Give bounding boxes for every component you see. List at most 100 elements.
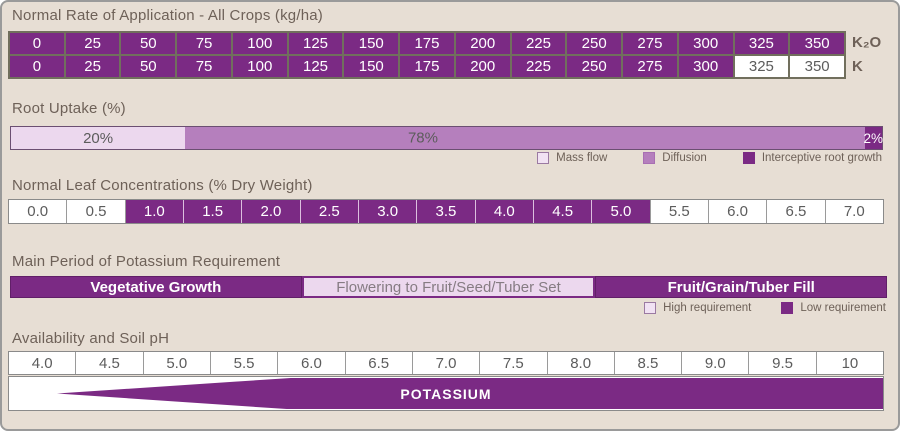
ph-cell: 5.5 [209,352,278,374]
row-label-k2o: K₂O [852,34,882,51]
period-segment: Flowering to Fruit/Seed/Tuber Set [301,276,596,298]
application-cell: 0 [10,33,64,54]
uptake-segment: 2% [863,127,884,149]
period-segment: Fruit/Grain/Tuber Fill [595,276,888,298]
ph-cell: 8.5 [613,352,682,374]
leaf-cell: 6.5 [766,200,825,223]
application-cell: 250 [567,33,622,54]
application-cell: 350 [790,56,844,77]
legend-label: Diffusion [662,152,707,164]
root-uptake-legend: Mass flow Diffusion Interceptive root grow… [537,152,882,164]
root-uptake-bar: 20% 78% 2% [10,126,883,150]
dark-swatch-icon [781,302,794,314]
application-title: Normal Rate of Application - All Crops (… [12,7,323,24]
application-cell: 150 [344,56,399,77]
availability-band: POTASSIUM [8,376,884,411]
leaf-concentration-title: Normal Leaf Concentrations (% Dry Weight… [12,177,313,194]
leaf-cell: 0.0 [9,200,67,223]
application-cell: 325 [734,56,789,77]
availability-wedge-svg [56,377,883,410]
application-cell: 75 [177,33,231,54]
potassium-label: POTASSIUM [400,385,492,402]
ph-row: 4.0 4.5 5.0 5.5 6.0 6.5 7.0 7.5 8.0 8.5 9.0 9.5 10 [8,351,884,375]
leaf-cell: 3.0 [357,200,417,223]
leaf-concentration-row: 0.0 0.5 1.0 1.5 2.0 2.5 3.0 3.5 4.0 4.5 5.0 5.5 6.0 6… [8,199,884,224]
leaf-cell: 0.5 [66,200,125,223]
ph-cell: 8.0 [546,352,614,374]
uptake-segment-label: 20% [83,129,114,147]
light-swatch-icon [644,302,657,314]
ph-title: Availability and Soil pH [12,330,170,347]
legend-label: Interceptive root growth [761,152,882,164]
application-cell: 50 [121,56,176,77]
application-cell: 200 [455,33,510,54]
application-cell: 175 [400,33,454,54]
uptake-legend-item: Interceptive root growth [742,152,882,164]
application-table: 0 25 50 75 100 125 150 175 200 225 250 275 300 325 350… [8,31,846,79]
leaf-cell: 6.0 [707,200,767,223]
application-cell: 250 [567,56,622,77]
application-cell: 25 [65,56,120,77]
uptake-segment-label: 2% [863,130,884,146]
leaf-cell: 2.0 [241,200,300,223]
application-cell: 175 [400,56,454,77]
row-label-k: K [852,58,863,75]
ph-cell: 9.0 [681,352,749,374]
application-cell: 125 [288,56,343,77]
application-cell: 50 [121,33,176,54]
application-cell: 100 [232,33,287,54]
application-cell: 225 [511,33,566,54]
leaf-cell: 5.0 [591,200,650,223]
leaf-cell: 3.5 [416,200,475,223]
application-cell: 125 [288,33,343,54]
application-cell: 75 [177,56,231,77]
leaf-cell: 7.0 [824,200,883,223]
ph-cell: 9.5 [748,352,816,374]
uptake-legend-item: Diffusion [643,152,707,164]
application-cell: 150 [344,33,399,54]
legend-label: Low requirement [800,302,886,314]
ph-cell: 6.0 [277,352,345,374]
application-cell: 325 [734,33,789,54]
period-segment: Vegetative Growth [10,276,302,298]
legend-label: Mass flow [556,152,608,164]
potassium-wedge [56,377,883,410]
leaf-cell: 2.5 [299,200,358,223]
ph-cell: 4.0 [9,352,76,374]
period-legend-item: Low requirement [781,302,886,314]
application-cell: 300 [678,33,733,54]
application-cell: 200 [455,56,510,77]
application-cell: 300 [678,56,733,77]
leaf-cell: 1.5 [182,200,242,223]
application-cell: 100 [232,56,287,77]
medium-swatch-icon [643,152,656,164]
dark-swatch-icon [742,152,755,164]
ph-cell: 7.0 [411,352,480,374]
ph-cell: 6.5 [344,352,412,374]
light-swatch-icon [537,152,550,164]
uptake-segment: 78% [185,127,865,149]
application-cell: 225 [511,56,566,77]
ph-cell: 5.0 [142,352,210,374]
uptake-legend-item: Mass flow [537,152,607,164]
ph-cell: 10 [815,352,884,374]
uptake-segment: 20% [11,127,186,149]
application-cell: 275 [623,33,677,54]
legend-label: High requirement [663,302,752,314]
leaf-cell: 5.5 [649,200,708,223]
ph-cell: 4.5 [75,352,143,374]
leaf-cell: 1.0 [124,200,183,223]
application-cell: 275 [623,56,677,77]
period-title: Main Period of Potassium Requirement [12,253,281,270]
application-cell: 25 [65,33,120,54]
leaf-cell: 4.0 [474,200,533,223]
application-cell: 350 [790,33,844,54]
period-bar: Vegetative Growth Flowering to Fruit/Seed… [10,276,888,298]
application-cell: 0 [10,56,64,77]
root-uptake-title: Root Uptake (%) [12,100,126,117]
period-legend: High requirement Low requirement [644,302,886,314]
period-legend-item: High requirement [644,302,751,314]
uptake-segment-label: 78% [407,129,438,147]
ph-cell: 7.5 [479,352,547,374]
leaf-cell: 4.5 [532,200,592,223]
